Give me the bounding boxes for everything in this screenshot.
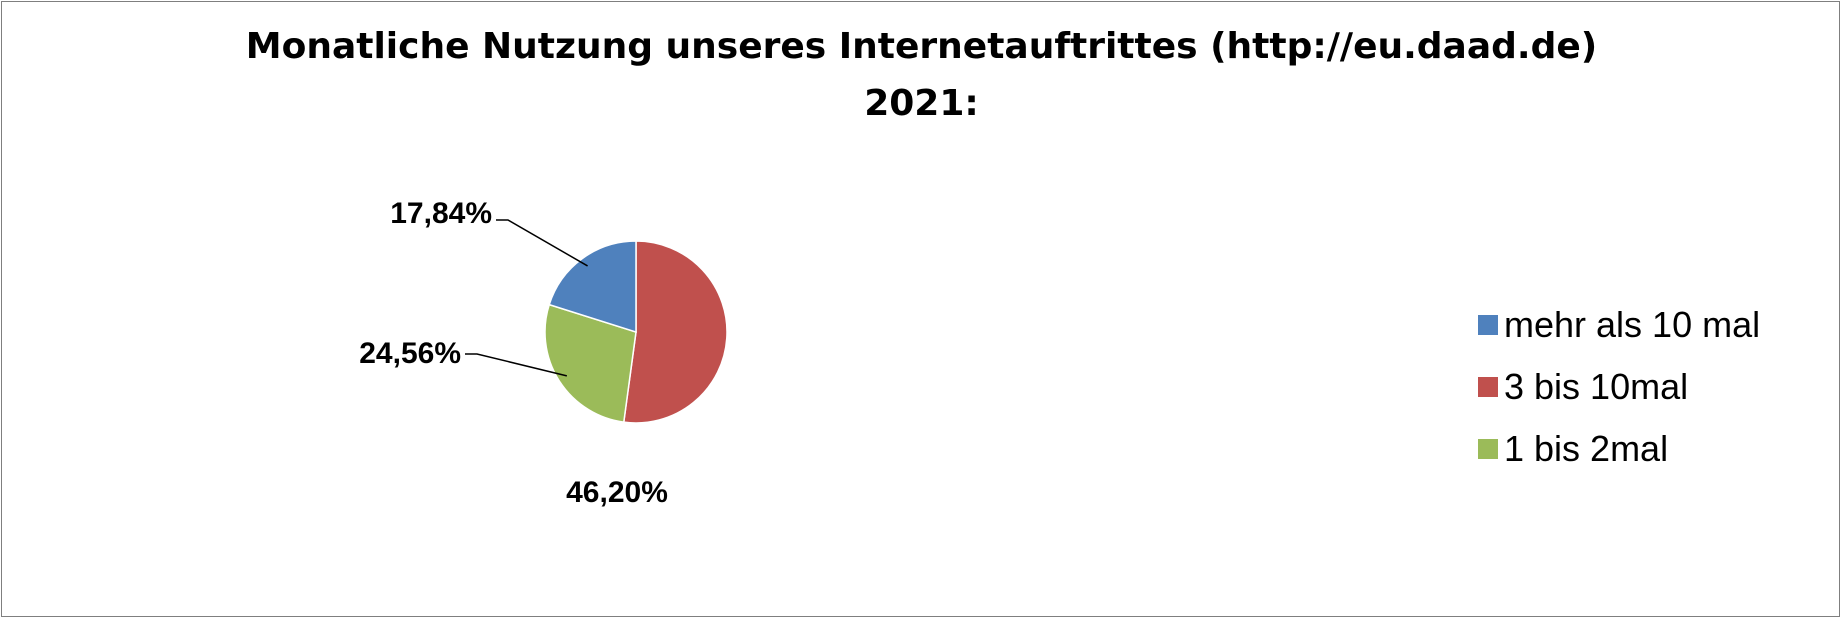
legend-label: 3 bis 10mal bbox=[1504, 366, 1689, 407]
leader-lines bbox=[465, 219, 588, 377]
legend-swatch bbox=[1478, 377, 1498, 397]
legend-label: 1 bis 2mal bbox=[1504, 428, 1669, 469]
pie-slice-1-bis-2mal bbox=[544, 303, 637, 424]
leader-line-1-bis-2mal bbox=[465, 353, 568, 377]
legend-item-3-bis-10mal: 3 bis 10mal bbox=[1478, 356, 1760, 418]
chart-title: Monatliche Nutzung unseres Internetauftr… bbox=[245, 26, 1598, 67]
data-labels: 17,84% 24,56% 46,20% bbox=[359, 197, 668, 509]
data-label-3-bis-10mal: 46,20% bbox=[566, 476, 668, 509]
legend-item-mehr-als-10-mal: mehr als 10 mal bbox=[1478, 294, 1760, 356]
legend-label: mehr als 10 mal bbox=[1504, 304, 1761, 345]
data-label-mehr-als-10-mal: 17,84% bbox=[390, 197, 492, 230]
pie-slices bbox=[544, 240, 728, 424]
legend-swatch bbox=[1478, 315, 1498, 335]
pie-slice-3-bis-10mal bbox=[622, 240, 728, 424]
leader-line-mehr-als-10-mal bbox=[496, 219, 588, 267]
chart-subtitle: 2021: bbox=[864, 83, 979, 124]
legend-item-1-bis-2mal: 1 bis 2mal bbox=[1478, 418, 1760, 480]
data-label-1-bis-2mal: 24,56% bbox=[359, 337, 461, 370]
chart-title-block: Monatliche Nutzung unseres Internetauftr… bbox=[0, 18, 1843, 132]
legend-swatch bbox=[1478, 439, 1498, 459]
pie-slice-mehr-als-10-mal bbox=[548, 240, 637, 334]
legend: mehr als 10 mal 3 bis 10mal 1 bis 2mal bbox=[1478, 294, 1760, 480]
